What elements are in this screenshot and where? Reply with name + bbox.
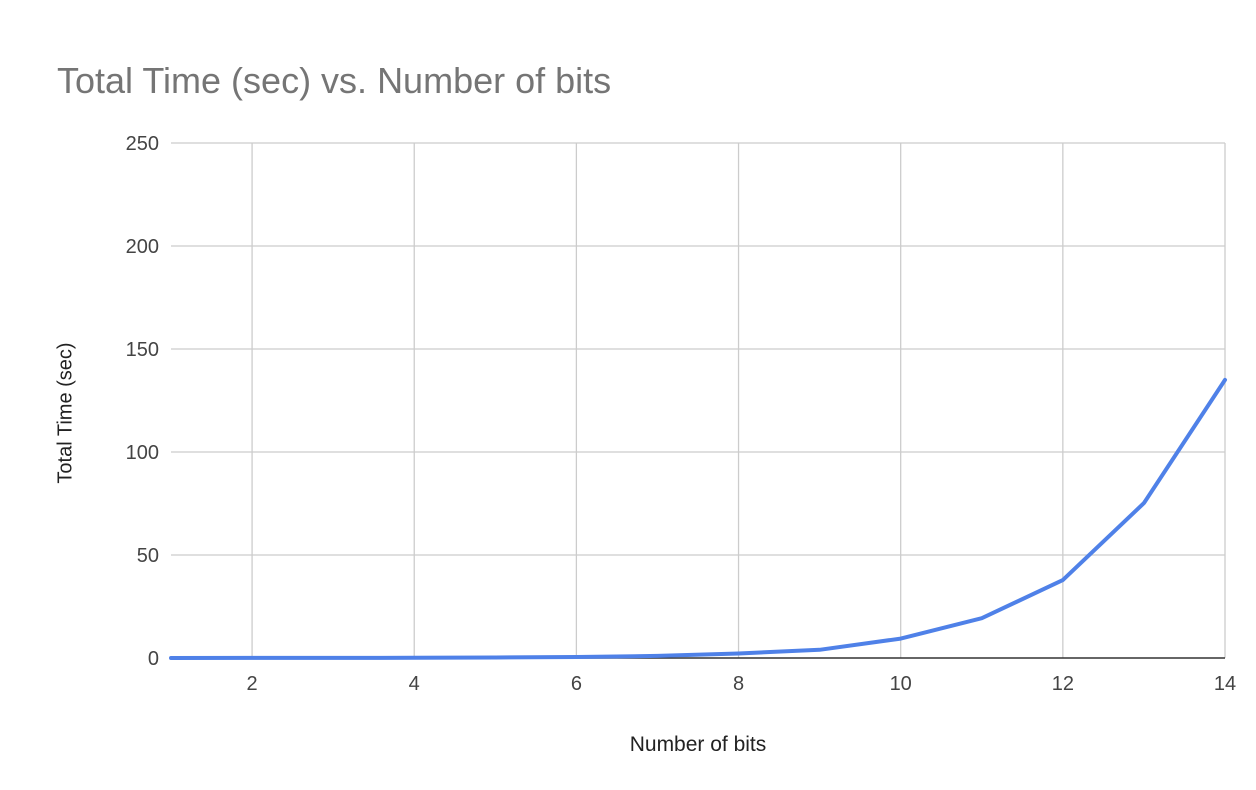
data-point	[495, 657, 496, 658]
x-tick-label: 14	[1214, 673, 1236, 695]
y-tick-label: 150	[126, 339, 159, 361]
data-point	[819, 649, 820, 650]
data-point	[1062, 580, 1063, 581]
x-tick-label: 8	[733, 673, 744, 695]
x-tick-label: 12	[1052, 673, 1074, 695]
y-tick-label: 250	[126, 133, 159, 155]
data-point	[900, 638, 901, 639]
y-axis-title: Total Time (sec)	[54, 342, 77, 484]
data-point	[657, 655, 658, 656]
y-tick-label: 100	[126, 442, 159, 464]
chart-title: Total Time (sec) vs. Number of bits	[57, 60, 612, 101]
x-tick-label: 2	[247, 673, 258, 695]
data-point	[252, 657, 253, 658]
data-point	[738, 653, 739, 654]
y-tick-label: 200	[126, 236, 159, 258]
x-tick-label: 10	[890, 673, 912, 695]
x-tick-label: 6	[571, 673, 582, 695]
series-line	[169, 377, 1227, 660]
data-point	[1225, 379, 1226, 380]
x-tick-label: 4	[409, 673, 420, 695]
data-point	[576, 656, 577, 657]
data-point	[981, 618, 982, 619]
data-point	[171, 657, 172, 658]
data-point	[333, 657, 334, 658]
data-point	[1143, 503, 1144, 504]
data-point	[414, 657, 415, 658]
y-tick-label: 0	[148, 648, 159, 670]
y-tick-label: 50	[137, 545, 159, 567]
